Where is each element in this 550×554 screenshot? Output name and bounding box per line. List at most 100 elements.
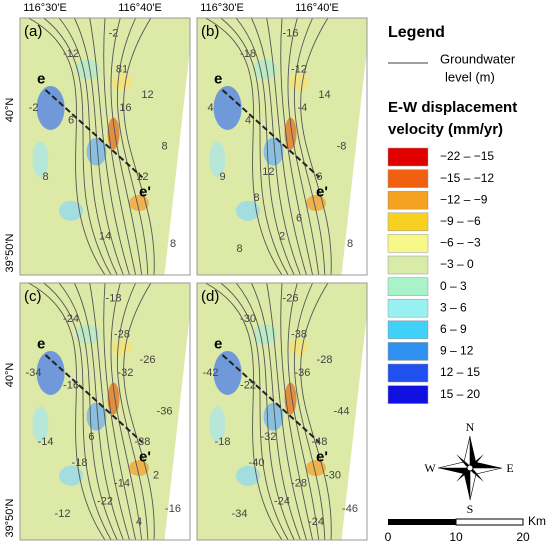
contour-line	[280, 282, 314, 541]
profile-end: e'	[139, 184, 151, 201]
legend-class-label: 15 – 20	[440, 387, 480, 401]
contour-label: 81	[116, 63, 128, 75]
contour-label: -18	[240, 48, 256, 60]
contour-label: -2	[109, 27, 119, 39]
contour-line	[103, 282, 137, 541]
map-panel: (b) e e' -16 -18 14 -12 -4 -8 6 4 4 9 2 8 8 6 8 12	[196, 17, 368, 276]
contour-line	[110, 282, 143, 541]
contour-line	[293, 282, 326, 541]
contour-label: 8	[253, 192, 259, 204]
raster-patch	[263, 402, 284, 431]
contour-label: -46	[342, 503, 358, 515]
legend-class-label: 12 – 15	[440, 365, 480, 379]
raster-patch	[213, 85, 242, 130]
legend-class-label: −12 – −9	[440, 192, 488, 206]
contour-line	[89, 282, 130, 541]
legend-class-label: 9 – 12	[440, 344, 474, 358]
legend-class-label: 3 – 6	[440, 300, 467, 314]
scale-bar	[455, 518, 524, 526]
raster-patch	[209, 141, 226, 178]
legend-swatch	[387, 298, 429, 318]
contour-line	[280, 17, 314, 276]
profile-end: e'	[316, 449, 328, 466]
profile-line	[44, 89, 144, 179]
raster-patch	[86, 137, 107, 166]
contour-label: -34	[232, 508, 248, 520]
legend-class-label: 6 – 9	[440, 322, 467, 336]
contour-line	[28, 282, 106, 541]
contour-label: 6	[296, 212, 302, 224]
contour-label: -28	[317, 354, 333, 366]
raster-patch	[36, 350, 65, 395]
map-panel: (a) e e' -2 -12 12 81 16 8 12 -2 6 8 14 8	[19, 17, 191, 276]
contour-line	[266, 282, 307, 541]
contour-line	[116, 282, 149, 541]
raster-patch	[129, 195, 149, 212]
contour-label: -2	[29, 102, 39, 114]
contour-label: -26	[140, 354, 156, 366]
raster-patch	[289, 339, 309, 356]
legend-line-label: level (m)	[445, 69, 495, 84]
contour-label: -36	[157, 405, 173, 417]
profile-end: e'	[316, 184, 328, 201]
contour-label: -48	[311, 436, 327, 448]
panel-frame	[19, 282, 191, 541]
contour-line	[58, 17, 118, 276]
contour-label: 12	[262, 166, 274, 178]
contour-label: -12	[291, 63, 307, 75]
contour-label: 8	[42, 171, 48, 183]
legend-title: Legend	[388, 24, 445, 41]
contour-label: -40	[249, 457, 265, 469]
legend-swatch	[387, 147, 429, 167]
contour-line	[220, 17, 289, 276]
scale-tick: 0	[385, 530, 392, 544]
legend-swatch	[387, 212, 429, 232]
raster-patch	[209, 406, 226, 443]
contour-line	[28, 17, 106, 276]
contour-label: 6	[68, 115, 74, 127]
contour-line	[205, 282, 283, 541]
contour-label: -32	[117, 367, 133, 379]
profile-line	[221, 89, 321, 179]
contour-label: -24	[63, 313, 79, 325]
raster-patch	[129, 460, 149, 477]
raster-patch	[236, 465, 260, 486]
contour-label: -44	[334, 405, 350, 417]
contour-line	[58, 282, 118, 541]
contour-label: -42	[203, 367, 219, 379]
contour-label: -18	[215, 436, 231, 448]
compass-s: S	[467, 502, 474, 516]
contour-label: -16	[165, 503, 181, 515]
contour-label: 14	[318, 89, 330, 101]
scale-tick: 10	[449, 530, 463, 544]
contour-label: -18	[106, 292, 122, 304]
lon-label: 116°40'E	[118, 2, 162, 14]
lon-label: 116°40'E	[295, 2, 339, 14]
contour-label: 12	[136, 171, 148, 183]
panel-label: (c)	[24, 288, 42, 305]
contour-label: -8	[337, 140, 347, 152]
contour-label: -28	[291, 477, 307, 489]
contour-label: 8	[161, 140, 167, 152]
raster-patch	[213, 350, 242, 395]
contour-label: 9	[219, 171, 225, 183]
contour-label: 8	[236, 243, 242, 255]
legend-swatch	[387, 320, 429, 340]
contour-label: -22	[97, 495, 113, 507]
contour-label: 2	[153, 470, 159, 482]
contour-label: 12	[141, 89, 153, 101]
contour-label: 6	[316, 171, 322, 183]
contour-label: -12	[63, 48, 79, 60]
contour-line	[300, 17, 332, 276]
contour-label: 16	[119, 102, 131, 114]
panel-label: (d)	[201, 288, 219, 305]
compass-e: E	[506, 461, 513, 475]
legend-class-label: −3 – 0	[440, 257, 474, 271]
legend-line-label: Groundwater	[440, 51, 516, 66]
contour-line	[287, 282, 320, 541]
contour-line	[116, 17, 149, 276]
legend-class-label: 0 – 3	[440, 279, 467, 293]
contour-label: -18	[72, 457, 88, 469]
raster-patch	[59, 200, 83, 221]
raster-patch	[86, 402, 107, 431]
